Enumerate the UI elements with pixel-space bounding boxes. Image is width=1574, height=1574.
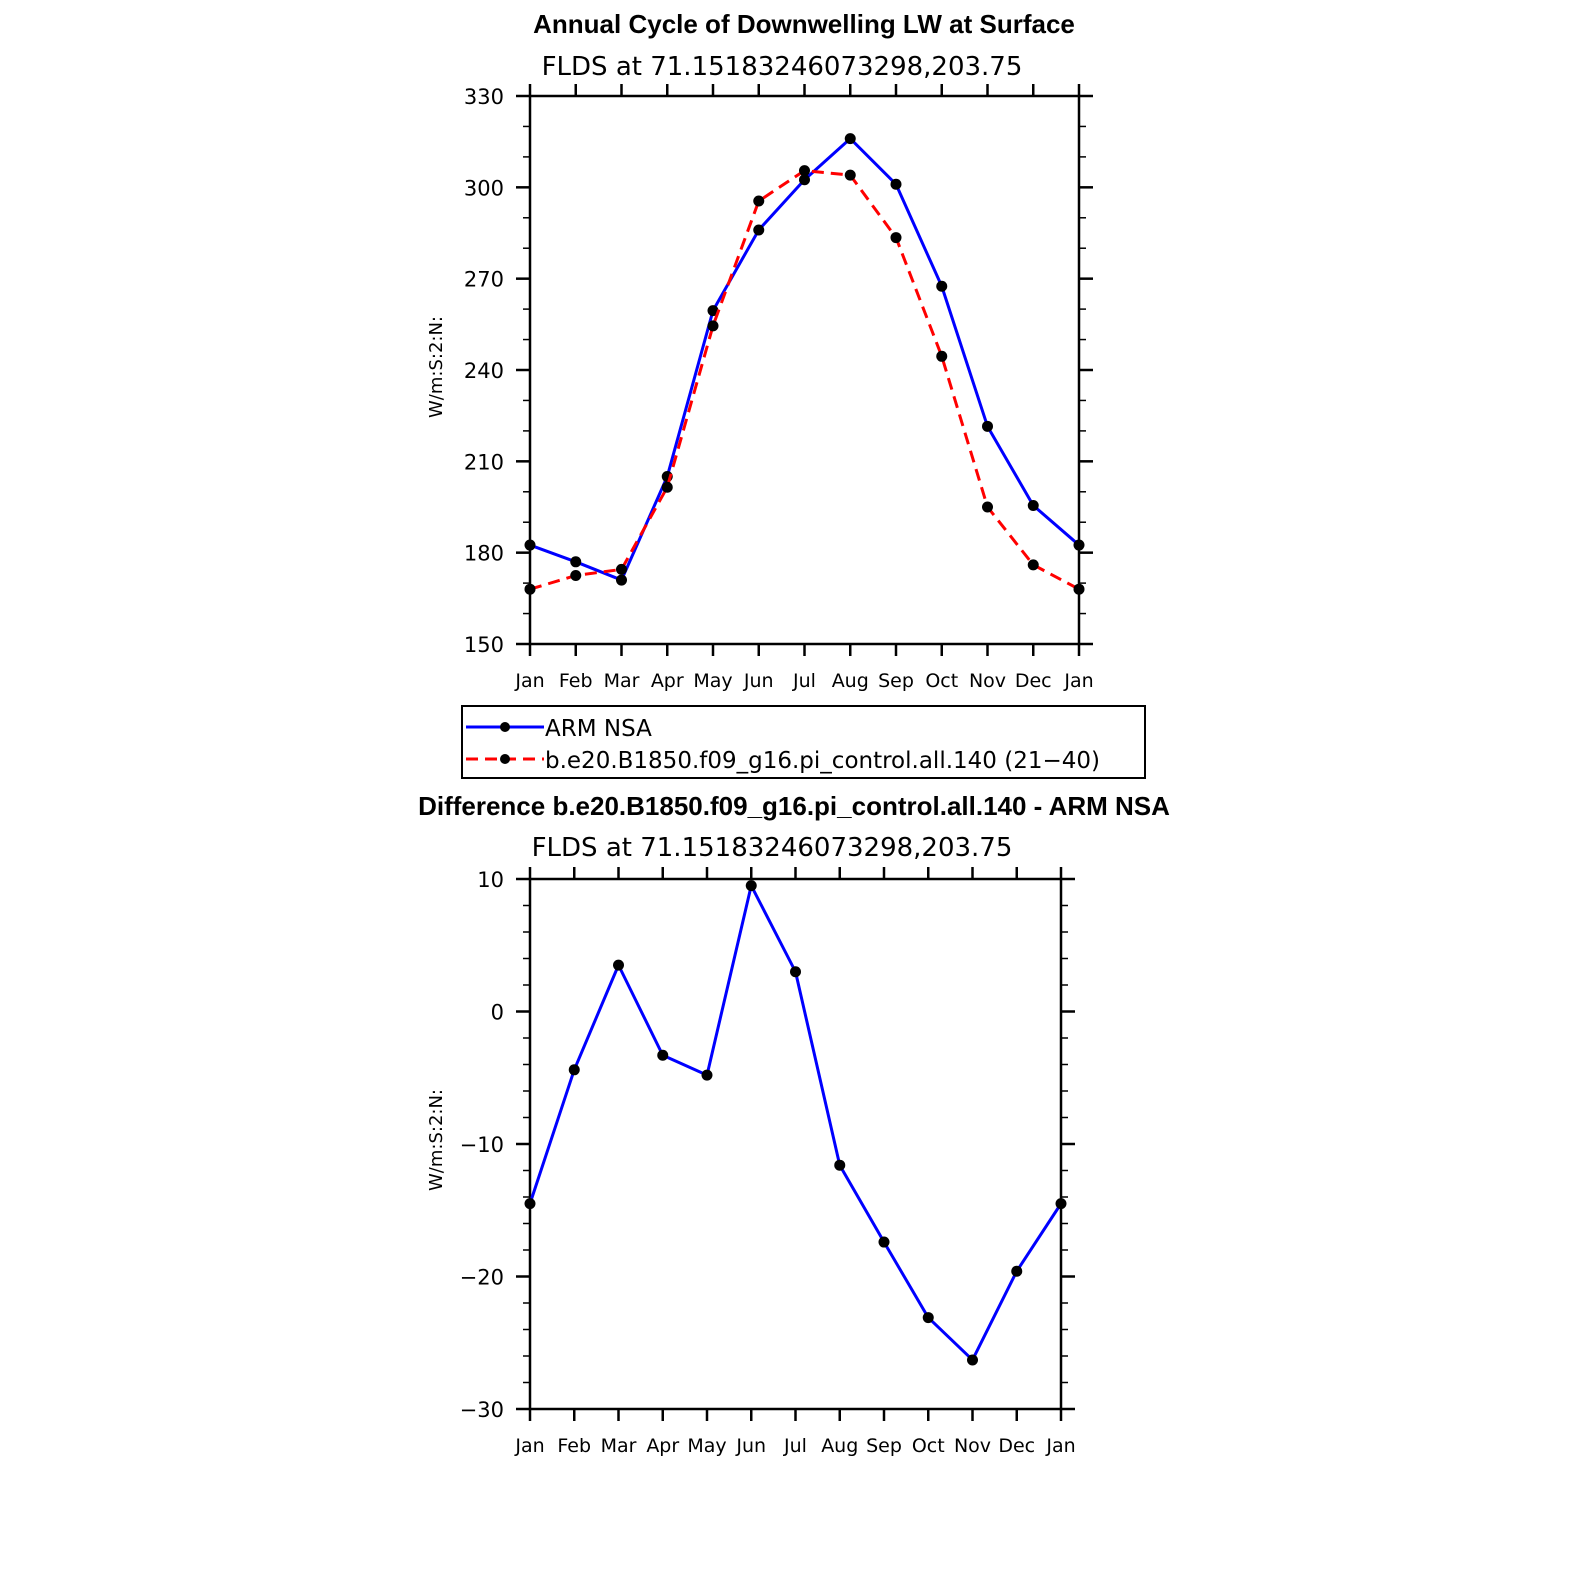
series-0-point bbox=[524, 1198, 536, 1210]
series-0-point bbox=[745, 880, 757, 892]
y-tick-label: 300 bbox=[464, 176, 504, 200]
series-0-point bbox=[936, 280, 948, 292]
series-line-1 bbox=[529, 169, 1080, 591]
series-0-point bbox=[707, 305, 719, 317]
x-tick-label: Jan bbox=[1063, 670, 1093, 692]
x-tick-label: Sep bbox=[878, 670, 914, 692]
x-tick-label: Dec bbox=[998, 1435, 1035, 1457]
series-0-point bbox=[1073, 539, 1085, 551]
legend-marker-model bbox=[500, 754, 510, 764]
chart-title: Annual Cycle of Downwelling LW at Surfac… bbox=[533, 9, 1075, 39]
series-1-point bbox=[616, 563, 627, 575]
x-tick-label: Mar bbox=[604, 670, 640, 692]
series-1-point bbox=[1073, 583, 1085, 595]
x-tick-label: Jan bbox=[1045, 1435, 1075, 1457]
chart-subtitle: FLDS at 71.15183246073298,203.75 bbox=[542, 52, 1023, 82]
series-0-point bbox=[1027, 499, 1039, 511]
chart-subtitle: FLDS at 71.15183246073298,203.75 bbox=[532, 833, 1013, 863]
x-tick-label: Jun bbox=[735, 1435, 766, 1457]
y-tick-label: −30 bbox=[460, 1398, 504, 1422]
series-1-point bbox=[570, 570, 582, 581]
series-1-point bbox=[799, 165, 810, 177]
series-0-point bbox=[799, 174, 810, 186]
x-tick-label: Jan bbox=[514, 1435, 544, 1457]
plot-frame bbox=[528, 877, 1063, 1411]
y-tick-label: 210 bbox=[464, 450, 504, 474]
x-tick-label: Aug bbox=[832, 670, 869, 692]
x-tick-label: Oct bbox=[912, 1435, 945, 1457]
y-tick-label: 330 bbox=[464, 85, 504, 109]
series-0-point bbox=[701, 1069, 713, 1081]
series-0-point bbox=[753, 224, 765, 236]
series-0-point bbox=[570, 556, 582, 568]
series-1-point bbox=[707, 320, 719, 332]
x-tick-label: Feb bbox=[559, 670, 593, 692]
series-0-point bbox=[844, 133, 856, 145]
x-tick-label: Jun bbox=[743, 670, 774, 692]
y-tick-label: 180 bbox=[464, 542, 504, 566]
x-tick-label: Aug bbox=[821, 1435, 858, 1457]
series-1-point bbox=[661, 481, 673, 493]
x-tick-label: May bbox=[687, 1435, 726, 1457]
series-0-point bbox=[524, 539, 536, 551]
difference-chart: Difference b.e20.B1850.f09_g16.pi_contro… bbox=[418, 791, 1170, 1457]
x-tick-label: Apr bbox=[646, 1435, 679, 1457]
series-0-point bbox=[616, 574, 627, 586]
series-line-0 bbox=[529, 137, 1080, 582]
legend-label-model: b.e20.B1850.f09_g16.pi_control.all.140 (… bbox=[545, 748, 1100, 774]
y-tick-label: 150 bbox=[464, 633, 504, 657]
series-0-point bbox=[878, 1236, 890, 1248]
y-axis-label: W/m:S:2:N: bbox=[426, 316, 447, 418]
y-tick-label: 240 bbox=[464, 359, 504, 383]
series-line-0 bbox=[528, 884, 1063, 1362]
legend: ARM NSA b.e20.B1850.f09_g16.pi_control.a… bbox=[461, 705, 1146, 779]
annual-cycle-chart: Annual Cycle of Downwelling LW at Surfac… bbox=[426, 9, 1146, 779]
series-0-point bbox=[613, 959, 624, 971]
series-1-point bbox=[982, 501, 993, 513]
x-tick-label: Jan bbox=[514, 670, 544, 692]
y-tick-label: 270 bbox=[464, 268, 504, 292]
legend-label-arm-nsa: ARM NSA bbox=[545, 716, 652, 742]
x-tick-label: Dec bbox=[1015, 670, 1052, 692]
legend-marker-arm-nsa bbox=[500, 722, 510, 732]
series-0-point bbox=[890, 178, 902, 190]
y-tick-label: −20 bbox=[460, 1266, 504, 1290]
x-tick-label: Nov bbox=[954, 1435, 991, 1457]
x-tick-label: Jul bbox=[792, 670, 816, 692]
series-1-point bbox=[1027, 559, 1039, 571]
series-1-point bbox=[890, 232, 902, 244]
series-0-point bbox=[982, 420, 993, 432]
series-1-point bbox=[524, 583, 536, 595]
y-tick-label: −10 bbox=[460, 1133, 504, 1157]
x-tick-label: Nov bbox=[969, 670, 1006, 692]
series-0-point bbox=[790, 966, 801, 978]
x-tick-label: Sep bbox=[866, 1435, 902, 1457]
series-1-point bbox=[936, 350, 948, 362]
series-0-point bbox=[922, 1312, 934, 1324]
x-tick-label: May bbox=[693, 670, 732, 692]
series-1-point bbox=[844, 169, 856, 181]
series-0-point bbox=[967, 1354, 978, 1366]
chart-title: Difference b.e20.B1850.f09_g16.pi_contro… bbox=[418, 791, 1170, 821]
x-tick-label: Mar bbox=[601, 1435, 637, 1457]
series-0-point bbox=[834, 1159, 846, 1171]
y-axis-label: W/m:S:2:N: bbox=[426, 1089, 447, 1191]
x-tick-label: Apr bbox=[651, 670, 684, 692]
series-0-point bbox=[1011, 1265, 1023, 1277]
series-0-point bbox=[1055, 1198, 1067, 1210]
x-tick-label: Jul bbox=[783, 1435, 807, 1457]
y-tick-label: 0 bbox=[491, 1001, 504, 1025]
series-0-point bbox=[568, 1064, 580, 1076]
legend-box bbox=[461, 705, 1146, 779]
series-1-point bbox=[753, 195, 765, 207]
x-tick-label: Feb bbox=[557, 1435, 591, 1457]
x-tick-label: Oct bbox=[925, 670, 958, 692]
series-0-point bbox=[657, 1049, 669, 1061]
y-tick-label: 10 bbox=[477, 868, 504, 892]
